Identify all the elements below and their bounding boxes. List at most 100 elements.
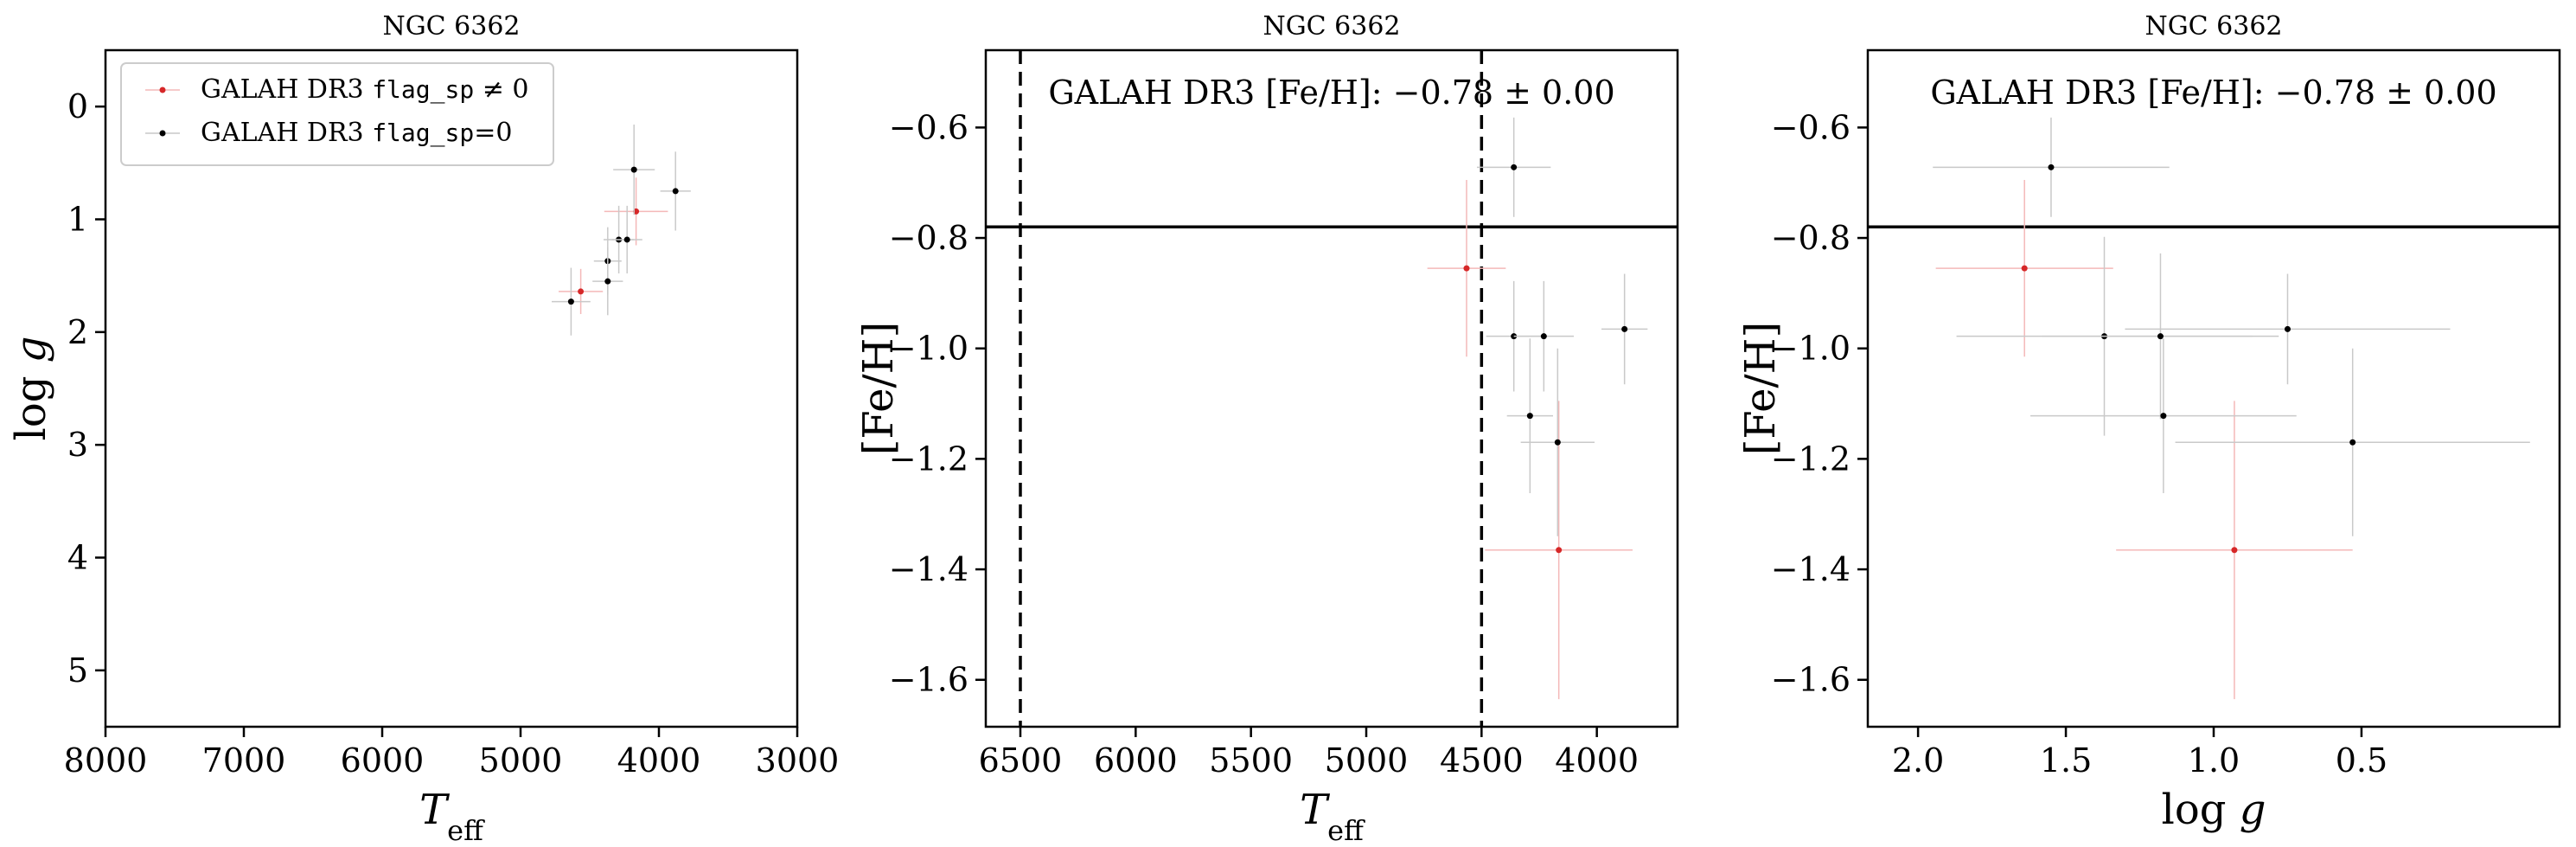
- legend-label: GALAH DR3 flag_sp=0: [201, 118, 512, 148]
- data-point: [2175, 348, 2530, 536]
- data-point: [1601, 273, 1648, 385]
- data-point: [604, 177, 668, 246]
- x-tick-label: 5000: [1325, 741, 1409, 780]
- data-point: [2125, 273, 2451, 385]
- tick-group: 6500 6000 5500 5000 4500 4000 −1.6 −1.4 −1.2 −1.0…: [889, 108, 1639, 780]
- data-point: [1427, 180, 1506, 357]
- y-tick-label: −0.8: [889, 219, 968, 257]
- point-marker: [1511, 164, 1518, 170]
- data-point: [592, 247, 623, 316]
- point-marker: [2048, 164, 2055, 170]
- point-marker: [2349, 439, 2356, 446]
- x-axis-label: Teff: [1300, 786, 1365, 847]
- point-marker: [2231, 547, 2238, 554]
- y-tick-label: −1.4: [1771, 550, 1851, 588]
- mark-group: [552, 125, 691, 336]
- data-point: [611, 205, 642, 274]
- x-tick-label: 4500: [1440, 741, 1524, 780]
- legend-entry: GALAH DR3 flag_sp=0: [145, 118, 512, 148]
- legend-frame: [120, 62, 554, 166]
- x-tick-label: 6000: [341, 741, 425, 780]
- metallicity-annotation: GALAH DR3 [Fe/H]: −0.78 ± 0.00: [1930, 74, 2496, 112]
- y-tick-label: 5: [67, 651, 88, 690]
- point-marker: [672, 188, 679, 195]
- label-subscript: eff: [447, 814, 485, 847]
- panel-title: NGC 6362: [2145, 11, 2282, 42]
- label-symbol: g: [2240, 786, 2266, 834]
- data-point: [2030, 338, 2297, 493]
- point-marker: [1621, 325, 1628, 332]
- data-point: [1485, 401, 1633, 700]
- y-tick-label: −1.6: [1771, 661, 1851, 699]
- y-tick-label: −1.2: [1771, 440, 1851, 478]
- tick-group: 2.0 1.5 1.0 0.5 −1.6 −1.4 −1.2 −1.0 −0.8 −0.6: [1771, 108, 2387, 780]
- label-symbol: T: [1300, 786, 1330, 834]
- point-marker: [623, 236, 630, 243]
- x-axis-label: Teff: [419, 786, 485, 847]
- panel-title: NGC 6362: [382, 11, 520, 42]
- legend-swatch-marker: [159, 130, 166, 137]
- data-point: [1477, 117, 1551, 217]
- mark-group: [1868, 117, 2560, 700]
- x-tick-label: 7000: [202, 741, 286, 780]
- plot-frame: [1866, 48, 2561, 728]
- x-tick-label: 0.5: [2336, 741, 2387, 780]
- y-tick-label: 4: [67, 539, 88, 577]
- point-marker: [2157, 333, 2164, 340]
- panel-hrd: NGC 6362 8000 7000 6000 5000 4000 3000012345 …: [7, 11, 839, 847]
- x-tick-label: 1.0: [2188, 741, 2240, 780]
- point-marker: [2284, 325, 2291, 332]
- label-symbol: g: [7, 337, 55, 363]
- y-tick-label: −1.6: [889, 661, 968, 699]
- legend: GALAH DR3 flag_sp ≠ 0 GALAH DR3 flag_sp=0: [120, 62, 554, 166]
- y-tick-label: 1: [67, 201, 88, 239]
- data-point: [2042, 253, 2279, 420]
- y-tick-label: −0.6: [889, 108, 968, 146]
- data-point: [1933, 117, 2170, 217]
- data-point: [1513, 280, 1574, 392]
- data-point: [2116, 401, 2353, 700]
- y-tick-label: −1.0: [889, 330, 968, 368]
- point-marker: [2160, 413, 2167, 420]
- label-subscript: eff: [1327, 814, 1365, 847]
- data-point: [613, 125, 655, 215]
- y-tick-label: −1.4: [889, 550, 968, 588]
- panel-feh-teff: NGC 6362 6500 6000 5500 5000 4500 4000 −1.6 −1.…: [854, 11, 1679, 847]
- point-marker: [1540, 333, 1547, 340]
- y-tick-label: −1.0: [1771, 330, 1851, 368]
- data-point: [1935, 180, 2113, 357]
- tick-group: 8000 7000 6000 5000 4000 3000 0 1 2 3 4 5: [64, 87, 840, 780]
- y-tick-label: −0.6: [1771, 108, 1851, 146]
- x-tick-label: 2.0: [1892, 741, 1944, 780]
- data-point: [552, 267, 591, 336]
- y-tick-label: 0: [67, 87, 88, 125]
- point-marker: [604, 278, 611, 285]
- y-tick-label: −1.2: [889, 440, 968, 478]
- legend-label-flag: flag_sp: [372, 119, 474, 148]
- point-marker: [578, 288, 585, 295]
- label-symbol: T: [419, 786, 450, 834]
- y-axis-label: [Fe/H]: [1736, 322, 1785, 456]
- legend-label-prefix: GALAH DR3: [201, 74, 372, 105]
- x-tick-label: 3000: [756, 741, 840, 780]
- panel-title: NGC 6362: [1262, 11, 1400, 42]
- y-tick-label: −0.8: [1771, 219, 1851, 257]
- point-marker: [1554, 439, 1561, 446]
- x-tick-label: 1.5: [2040, 741, 2092, 780]
- point-marker: [630, 166, 637, 173]
- y-tick-label: 2: [67, 313, 88, 351]
- x-tick-label: 8000: [64, 741, 148, 780]
- legend-label-suffix: ≠ 0: [474, 74, 528, 105]
- y-axis-label: log g: [7, 337, 55, 441]
- legend-label: GALAH DR3 flag_sp ≠ 0: [201, 74, 529, 105]
- x-tick-label: 5500: [1209, 741, 1293, 780]
- legend-label-flag: flag_sp: [372, 75, 474, 105]
- x-tick-label: 4000: [617, 741, 701, 780]
- data-point: [1520, 348, 1595, 536]
- legend-swatch-marker: [159, 87, 166, 93]
- x-axis-label: log g: [2162, 786, 2266, 834]
- panel-feh-logg: NGC 6362 2.0 1.5 1.0 0.5 −1.6 −1.4 −1.2 −1.0 −0.…: [1736, 11, 2561, 834]
- plot-frame: [104, 48, 799, 728]
- data-point: [1506, 338, 1553, 493]
